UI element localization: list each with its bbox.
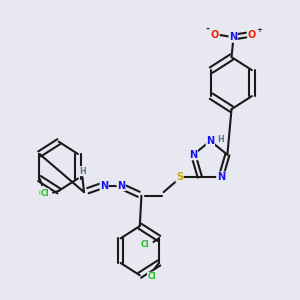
Text: -: -	[205, 24, 209, 34]
Text: N: N	[229, 32, 237, 42]
Text: Cl: Cl	[39, 188, 48, 197]
Text: S: S	[176, 172, 183, 182]
Text: Cl: Cl	[148, 272, 156, 281]
Text: N: N	[206, 136, 214, 146]
Text: O: O	[248, 30, 256, 40]
Text: Cl: Cl	[41, 189, 49, 198]
Text: Cl: Cl	[141, 240, 150, 249]
Text: +: +	[256, 27, 262, 33]
Text: N: N	[217, 172, 225, 182]
Text: O: O	[211, 30, 219, 40]
Text: H: H	[79, 167, 86, 176]
Text: N: N	[100, 181, 108, 190]
Text: N: N	[189, 150, 197, 160]
Text: H: H	[218, 135, 224, 144]
Text: N: N	[117, 181, 125, 190]
